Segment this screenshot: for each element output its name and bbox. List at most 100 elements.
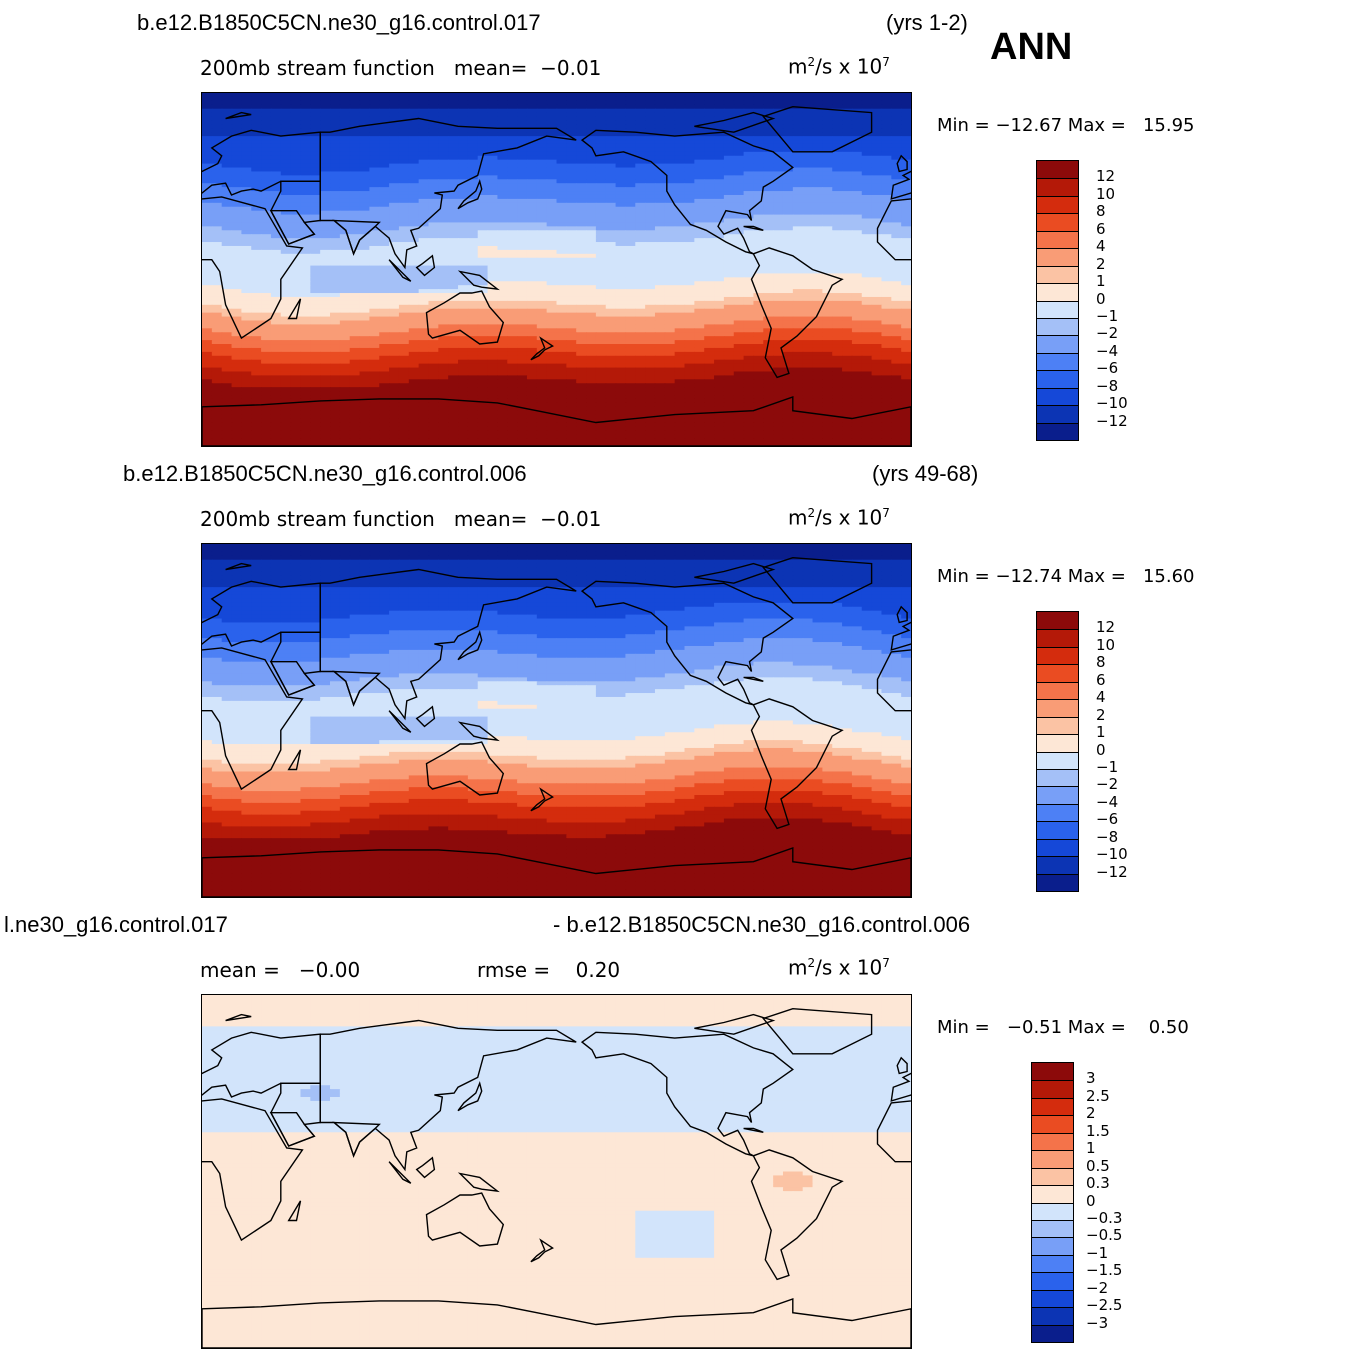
field-cell: [822, 140, 833, 145]
field-cell: [438, 93, 449, 98]
field-cell: [418, 206, 430, 212]
field-cell: [517, 328, 528, 333]
field-cell: [723, 265, 735, 271]
field-cell: [851, 167, 863, 173]
field-cell: [704, 100, 715, 106]
field-cell: [241, 308, 252, 314]
field-cell: [398, 336, 410, 341]
field-cell: [674, 128, 686, 133]
field-cell: [300, 214, 311, 220]
field-cell: [615, 120, 627, 125]
field-cell: [359, 175, 371, 180]
field-cell: [231, 218, 242, 224]
field-cell: [586, 112, 597, 118]
field-cell: [802, 320, 814, 326]
field-cell: [802, 257, 814, 263]
field-cell: [773, 136, 784, 141]
field-cell: [438, 183, 449, 188]
field-cell: [389, 183, 400, 188]
field-cell: [645, 187, 656, 192]
field-cell: [556, 347, 567, 353]
field-cell: [674, 175, 686, 180]
field-cell: [517, 316, 528, 322]
field-cell: [517, 285, 528, 290]
field-cell: [428, 124, 439, 129]
field-cell: [723, 328, 735, 333]
field-cell: [763, 312, 774, 318]
field-cell: [871, 300, 883, 306]
field-cell: [723, 155, 735, 161]
field-cell: [330, 120, 341, 125]
field-cell: [359, 136, 371, 141]
field-cell: [202, 194, 213, 200]
field-cell: [261, 159, 272, 165]
field-cell: [467, 328, 479, 333]
field-cell: [674, 140, 686, 145]
field-cell: [536, 277, 548, 282]
field-cell: [389, 293, 400, 298]
field-cell: [595, 159, 607, 165]
field-cell: [458, 140, 469, 145]
field-cell: [605, 104, 617, 110]
field-cell: [694, 328, 705, 333]
field-cell: [202, 167, 213, 173]
field-cell: [704, 187, 715, 192]
field-cell: [792, 344, 804, 349]
field-cell: [576, 140, 587, 145]
field-cell: [605, 300, 617, 306]
field-cell: [743, 167, 755, 173]
field-cell: [379, 336, 390, 341]
field-cell: [645, 304, 656, 310]
field-cell: [891, 155, 902, 161]
field-cell: [881, 104, 892, 110]
field-cell: [773, 320, 784, 326]
field-cell: [861, 312, 873, 318]
field-cell: [290, 175, 302, 180]
field-cell: [428, 194, 439, 200]
field-cell: [871, 210, 883, 216]
field-cell: [310, 234, 321, 239]
field-cell: [398, 140, 410, 145]
field-cell: [576, 136, 587, 141]
field-cell: [714, 242, 725, 247]
field-cell: [418, 269, 430, 275]
field-cell: [822, 116, 833, 122]
field-cell: [310, 100, 321, 106]
field-cell: [654, 143, 666, 149]
field-cell: [270, 210, 282, 216]
field-cell: [270, 136, 282, 141]
field-cell: [379, 136, 390, 141]
field-cell: [615, 261, 627, 267]
field-cell: [802, 171, 814, 176]
field-cell: [576, 159, 587, 165]
field-cell: [438, 281, 449, 286]
field-cell: [842, 328, 853, 333]
field-cell: [448, 140, 459, 145]
field-cell: [625, 226, 636, 231]
field-cell: [871, 242, 883, 247]
field-cell: [241, 245, 252, 251]
field-cell: [733, 120, 745, 125]
field-cell: [576, 147, 587, 153]
field-cell: [290, 136, 302, 141]
field-cell: [536, 202, 548, 208]
field-cell: [330, 112, 341, 118]
field-cell: [526, 281, 538, 286]
field-cell: [684, 355, 695, 361]
field-cell: [586, 96, 597, 102]
field-cell: [330, 100, 341, 106]
field-cell: [733, 112, 745, 118]
field-cell: [792, 159, 804, 165]
field-cell: [507, 296, 518, 302]
field-cell: [566, 230, 577, 235]
field-cell: [379, 143, 390, 149]
field-cell: [507, 293, 518, 298]
field-cell: [526, 191, 538, 196]
field-cell: [438, 344, 449, 349]
field-cell: [625, 324, 636, 329]
field-cell: [497, 351, 508, 357]
field-cell: [428, 281, 439, 286]
field-cell: [704, 214, 715, 220]
field-cell: [487, 124, 499, 129]
field-cell: [261, 155, 272, 161]
